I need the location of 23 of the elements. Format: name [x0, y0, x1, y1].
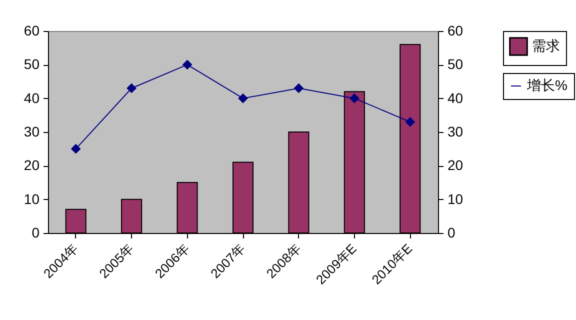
y-tick-label: 60 — [24, 22, 40, 38]
point — [350, 94, 359, 103]
y2-tick-label: 10 — [448, 190, 464, 207]
y2-tick-label: 30 — [448, 124, 464, 140]
y-tick-label: 20 — [24, 157, 40, 174]
legend-label: 需求 — [532, 38, 560, 54]
y2-tick-label: 50 — [448, 56, 464, 72]
y2-tick-label: 0 — [448, 224, 456, 240]
y-tick-label: 0 — [32, 224, 40, 240]
point — [406, 117, 415, 126]
y2-tick-label: 20 — [448, 157, 464, 174]
y-tick-label: 30 — [24, 124, 40, 140]
point — [238, 94, 248, 103]
y2-tick-label: 60 — [448, 22, 464, 38]
point — [127, 84, 136, 93]
y2-tick-label: 40 — [448, 90, 464, 106]
y-tick-label: 50 — [24, 56, 40, 72]
legend-label: 增长% — [526, 77, 568, 93]
point — [182, 60, 192, 70]
y-tick-label: 40 — [24, 90, 40, 106]
y-tick-label: 10 — [24, 190, 40, 207]
point — [71, 144, 80, 154]
point — [294, 84, 304, 93]
